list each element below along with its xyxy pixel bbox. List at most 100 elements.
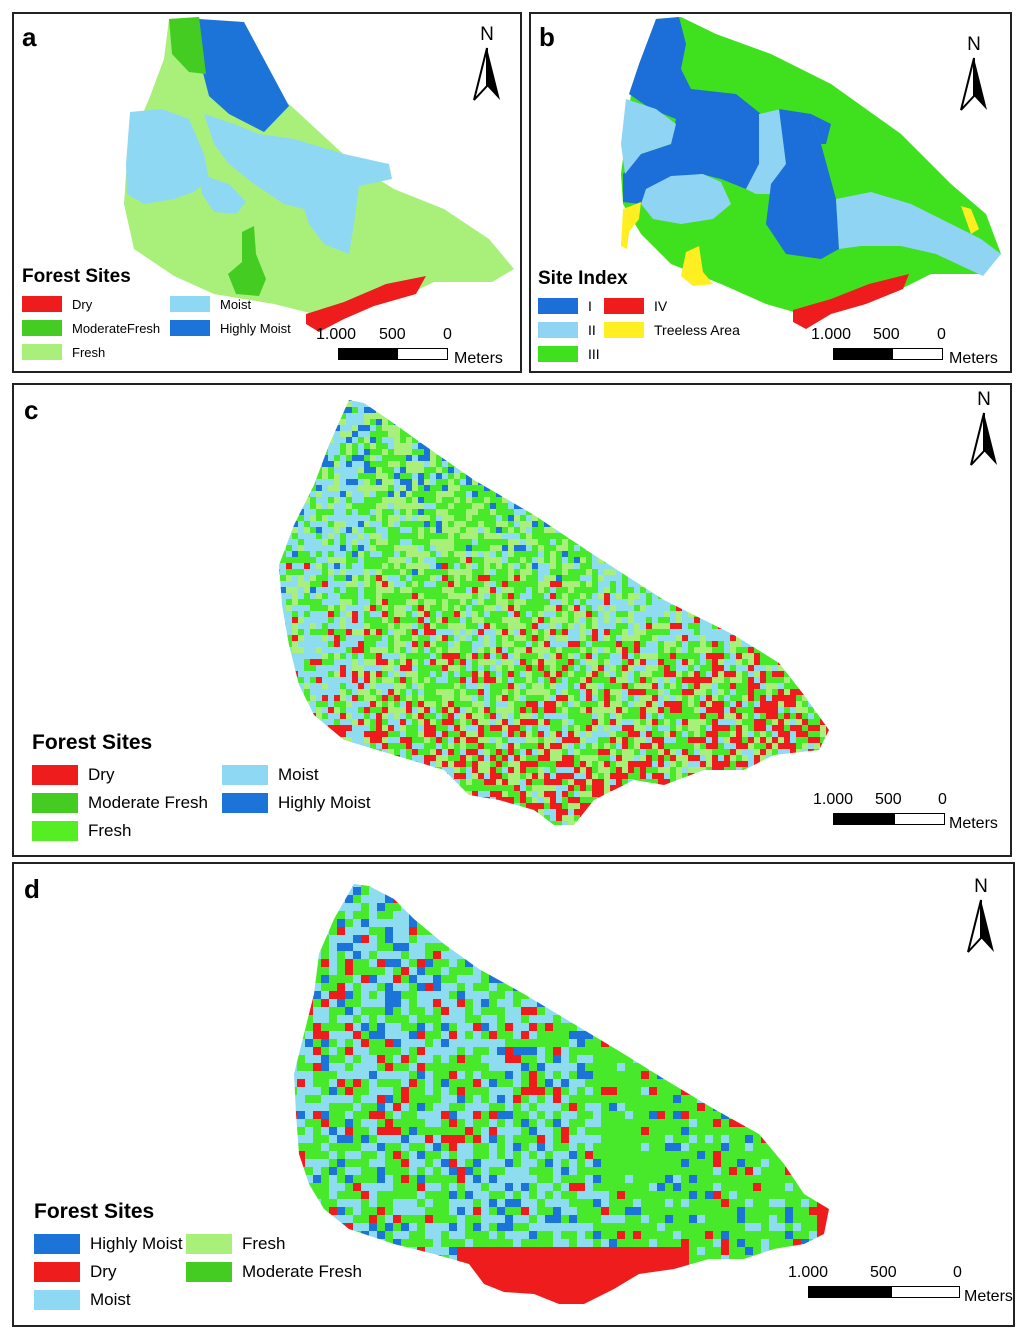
legend-swatch: [22, 320, 62, 336]
legend-label: I: [588, 298, 592, 314]
legend-title: Site Index: [538, 268, 628, 289]
map-a-region-moderate-fresh: [169, 17, 206, 74]
scale-label: 0: [953, 1264, 962, 1281]
map-a-region-moist: [126, 109, 209, 204]
legend-swatch: [186, 1234, 232, 1254]
legend-label: ModerateFresh: [72, 320, 161, 336]
scale-label: 1.000: [788, 1264, 829, 1281]
north-arrow-icon: [967, 899, 994, 953]
legend-swatch: [604, 322, 644, 338]
map-b-region-site-IV: [793, 274, 909, 329]
map-b-region-site-I: [811, 114, 831, 144]
legend-item: Highly Moist: [170, 320, 291, 336]
legend-swatch: [538, 346, 578, 362]
legend-label: Moderate Fresh: [88, 793, 208, 812]
map-d: [294, 884, 829, 1304]
legend-item: IV: [604, 298, 667, 314]
legend-label: Dry: [72, 296, 93, 312]
map-b-region-site-II: [746, 109, 786, 194]
legend-item: Fresh: [32, 821, 131, 841]
legend-label: Treeless Area: [654, 322, 740, 338]
legend-swatch: [32, 821, 78, 841]
legend-swatch: [170, 320, 210, 336]
map-a-region-moist: [199, 174, 246, 214]
map-c: [279, 400, 829, 825]
legend-item: Highly Moist: [222, 793, 371, 813]
legend-title: Forest Sites: [32, 731, 153, 754]
legend-item: I: [538, 298, 592, 314]
map-b-region-treeless: [621, 202, 641, 249]
legend-item: Fresh: [186, 1234, 285, 1254]
legend-swatch: [22, 296, 62, 312]
legend-item: Moist: [222, 765, 319, 785]
scale-bar-graphic: [808, 1286, 960, 1298]
scale-unit: Meters: [454, 350, 503, 367]
legend-label: Fresh: [88, 821, 132, 840]
legend-label: II: [588, 322, 596, 338]
scale-bar-graphic: [338, 348, 448, 360]
map-b-region-site-I: [766, 109, 839, 259]
legend-label: IV: [654, 298, 668, 314]
legend-label: Highly Moist: [220, 320, 291, 336]
north-arrow: N: [959, 34, 989, 111]
legend-item: Highly Moist: [34, 1234, 183, 1254]
scale-bar: 1.000 500 0 Meters: [314, 324, 520, 371]
legend-label: III: [588, 346, 600, 362]
scale-label: 1.000: [813, 791, 854, 808]
map-b-region-site-II: [641, 174, 731, 224]
scale-label: 1.000: [811, 326, 852, 343]
north-arrow-icon: [970, 412, 997, 466]
legend-label: Moist: [220, 296, 252, 312]
legend-title: Forest Sites: [22, 266, 131, 287]
scale-label: 500: [873, 326, 900, 343]
map-a-region-dry: [306, 276, 426, 332]
legend-label: Fresh: [72, 344, 106, 360]
map-a-region-highly-moist: [199, 19, 289, 132]
scale-bar: 1.000 500 0 Meters: [784, 1262, 1013, 1312]
scale-label: 0: [443, 326, 452, 343]
legend-item: Moist: [170, 296, 251, 312]
legend-swatch: [34, 1290, 80, 1310]
scale-label: 0: [937, 326, 946, 343]
legend-swatch: [22, 344, 62, 360]
map-b: [621, 17, 1001, 329]
legend-item: II: [538, 322, 596, 338]
legend-item: Dry: [32, 765, 114, 785]
scale-label: 500: [875, 791, 902, 808]
north-arrow: N: [472, 24, 502, 101]
panel-d: d N Forest Sites Highly Moist Dry Moist Fre…: [12, 862, 1015, 1327]
north-letter: N: [480, 24, 494, 45]
panel-label: c: [24, 395, 39, 425]
scale-unit: Meters: [964, 1288, 1013, 1305]
legend-item: Moist: [34, 1290, 131, 1310]
legend-label: Moist: [278, 765, 319, 784]
legend-item: III: [538, 346, 600, 362]
north-arrow-icon: [473, 47, 500, 101]
north-arrow: N: [969, 389, 999, 466]
legend-item: Moderate Fresh: [32, 793, 208, 813]
legend-item: ModerateFresh: [22, 320, 160, 336]
scale-label: 1.000: [316, 326, 357, 343]
legend-swatch: [34, 1262, 80, 1282]
legend-swatch: [32, 793, 78, 813]
legend-swatch: [32, 765, 78, 785]
legend-swatch: [34, 1234, 80, 1254]
scale-unit: Meters: [949, 815, 998, 832]
north-arrow-icon: [960, 57, 987, 111]
north-letter: N: [977, 389, 991, 410]
panel-c: c N Forest Sites Dry Moderate Fresh Fresh M…: [12, 383, 1012, 857]
north-letter: N: [974, 876, 988, 897]
legend-label: Moist: [90, 1290, 131, 1309]
scale-bar-graphic: [833, 348, 943, 360]
legend-label: Moderate Fresh: [242, 1262, 362, 1281]
legend-item: Moderate Fresh: [186, 1262, 362, 1282]
legend-label: Highly Moist: [278, 793, 371, 812]
panel-a: a N Forest Sites Dry ModerateFresh Fresh Mo…: [12, 12, 522, 373]
scale-label: 500: [379, 326, 406, 343]
map-b-region-site-I: [623, 17, 761, 204]
scale-label: 500: [870, 1264, 897, 1281]
legend-item: Dry: [34, 1262, 116, 1282]
map-b-region-site-II: [836, 192, 1001, 276]
legend-swatch: [538, 298, 578, 314]
legend-label: Dry: [88, 765, 115, 784]
